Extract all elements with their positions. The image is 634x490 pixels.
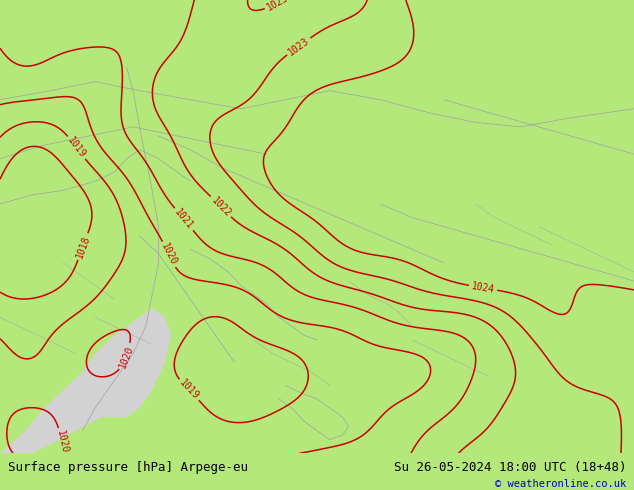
Text: 1020: 1020 bbox=[159, 242, 179, 267]
Text: 1024: 1024 bbox=[470, 281, 496, 295]
Text: 1020: 1020 bbox=[55, 429, 69, 454]
Text: 1020: 1020 bbox=[117, 344, 135, 369]
Text: 1021: 1021 bbox=[172, 207, 195, 231]
Text: © weatheronline.co.uk: © weatheronline.co.uk bbox=[495, 480, 626, 490]
Text: 1019: 1019 bbox=[65, 135, 87, 160]
Text: 1019: 1019 bbox=[178, 378, 201, 402]
Text: 1018: 1018 bbox=[74, 234, 91, 259]
Text: 1023: 1023 bbox=[265, 0, 290, 12]
Text: Surface pressure [hPa] Arpege-eu: Surface pressure [hPa] Arpege-eu bbox=[8, 462, 248, 474]
Text: 1023: 1023 bbox=[287, 35, 311, 57]
Text: 1022: 1022 bbox=[209, 195, 233, 219]
Text: Su 26-05-2024 18:00 UTC (18+48): Su 26-05-2024 18:00 UTC (18+48) bbox=[394, 462, 626, 474]
